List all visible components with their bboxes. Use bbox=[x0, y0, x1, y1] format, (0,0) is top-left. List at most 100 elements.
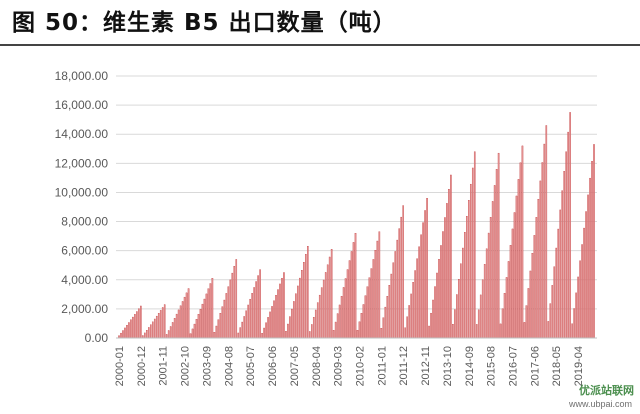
bar bbox=[205, 293, 208, 339]
bar bbox=[537, 198, 540, 339]
bar bbox=[529, 270, 532, 339]
x-tick-label: 2016-07 bbox=[508, 346, 520, 386]
bar bbox=[330, 249, 333, 339]
page-title: 图 50：维生素 B5 出口数量（吨） bbox=[12, 10, 397, 36]
bar bbox=[251, 293, 253, 339]
bar bbox=[144, 332, 146, 339]
bar bbox=[295, 293, 297, 339]
bar bbox=[414, 270, 416, 339]
bar bbox=[124, 327, 126, 339]
x-tick-label: 2005-07 bbox=[245, 346, 257, 386]
x-tick-label: 2001-11 bbox=[158, 346, 170, 386]
bar bbox=[342, 287, 345, 339]
bar bbox=[527, 288, 530, 339]
bar bbox=[247, 304, 249, 339]
bar bbox=[305, 254, 307, 339]
bar bbox=[587, 194, 589, 339]
bar bbox=[360, 313, 363, 339]
bar bbox=[122, 330, 124, 339]
x-tick-label: 2011-12 bbox=[398, 346, 410, 386]
bar bbox=[285, 331, 287, 339]
bar bbox=[446, 203, 448, 339]
bar bbox=[243, 316, 245, 339]
bar bbox=[384, 306, 387, 339]
bar bbox=[225, 293, 228, 339]
bar bbox=[291, 308, 293, 339]
bar bbox=[440, 245, 442, 339]
bar bbox=[277, 289, 279, 339]
bar bbox=[402, 205, 404, 339]
x-tick-label: 2014-09 bbox=[464, 346, 476, 386]
bar bbox=[368, 277, 371, 339]
bar bbox=[148, 327, 150, 339]
x-tick-label: 2008-04 bbox=[311, 346, 323, 386]
bar bbox=[257, 275, 259, 339]
y-tick-label: 16,000.00 bbox=[55, 98, 109, 112]
bar bbox=[287, 323, 289, 339]
bar bbox=[454, 309, 456, 339]
bar bbox=[231, 272, 234, 339]
bar bbox=[434, 286, 436, 339]
bar bbox=[416, 258, 418, 339]
bar bbox=[513, 212, 516, 339]
bar bbox=[312, 317, 315, 339]
bar bbox=[223, 299, 226, 339]
bar bbox=[303, 262, 305, 339]
bar bbox=[183, 296, 186, 339]
x-tick-label: 2015-08 bbox=[486, 346, 498, 386]
bar bbox=[412, 282, 414, 339]
bar bbox=[336, 313, 339, 339]
bar bbox=[249, 298, 251, 339]
bar bbox=[173, 318, 176, 339]
bar bbox=[120, 332, 122, 339]
bar bbox=[456, 294, 458, 339]
bar bbox=[209, 283, 212, 339]
bar bbox=[374, 250, 377, 339]
bar bbox=[132, 316, 134, 339]
bar bbox=[199, 309, 202, 339]
bar bbox=[255, 281, 257, 339]
bar bbox=[316, 302, 319, 339]
bar bbox=[432, 299, 434, 339]
bar bbox=[297, 285, 299, 339]
x-tick-label: 2011-01 bbox=[376, 346, 388, 386]
bar bbox=[426, 198, 428, 339]
bar bbox=[489, 217, 492, 339]
bar bbox=[533, 235, 536, 339]
bar bbox=[136, 311, 138, 339]
y-tick-label: 10,000.00 bbox=[55, 185, 109, 199]
bar bbox=[140, 305, 142, 339]
bar bbox=[475, 324, 478, 339]
bar bbox=[571, 323, 573, 339]
bar bbox=[541, 162, 544, 339]
bar bbox=[203, 298, 206, 339]
bar bbox=[267, 317, 269, 339]
x-tick-label: 2010-02 bbox=[354, 346, 366, 386]
bar bbox=[207, 288, 210, 339]
bar bbox=[215, 325, 218, 339]
bar bbox=[501, 308, 504, 339]
bar bbox=[398, 228, 401, 339]
bar bbox=[320, 287, 323, 339]
bar bbox=[553, 266, 556, 339]
bar bbox=[269, 311, 271, 339]
bar bbox=[151, 321, 154, 339]
bar bbox=[340, 296, 343, 339]
bar bbox=[364, 295, 367, 339]
bar bbox=[466, 216, 468, 339]
bar bbox=[161, 307, 164, 339]
bar bbox=[471, 167, 474, 339]
bar bbox=[197, 314, 200, 339]
bar bbox=[239, 327, 242, 339]
bar bbox=[261, 333, 263, 339]
bar bbox=[219, 313, 222, 339]
bar bbox=[430, 312, 432, 339]
bar bbox=[436, 272, 438, 339]
bar bbox=[573, 308, 575, 339]
bar bbox=[362, 304, 365, 339]
bar bbox=[515, 195, 518, 339]
x-tick-label: 2000-12 bbox=[136, 346, 148, 386]
watermark-text: 优派站联网 bbox=[579, 385, 634, 397]
grid-lines bbox=[116, 75, 597, 310]
bar bbox=[358, 321, 361, 339]
